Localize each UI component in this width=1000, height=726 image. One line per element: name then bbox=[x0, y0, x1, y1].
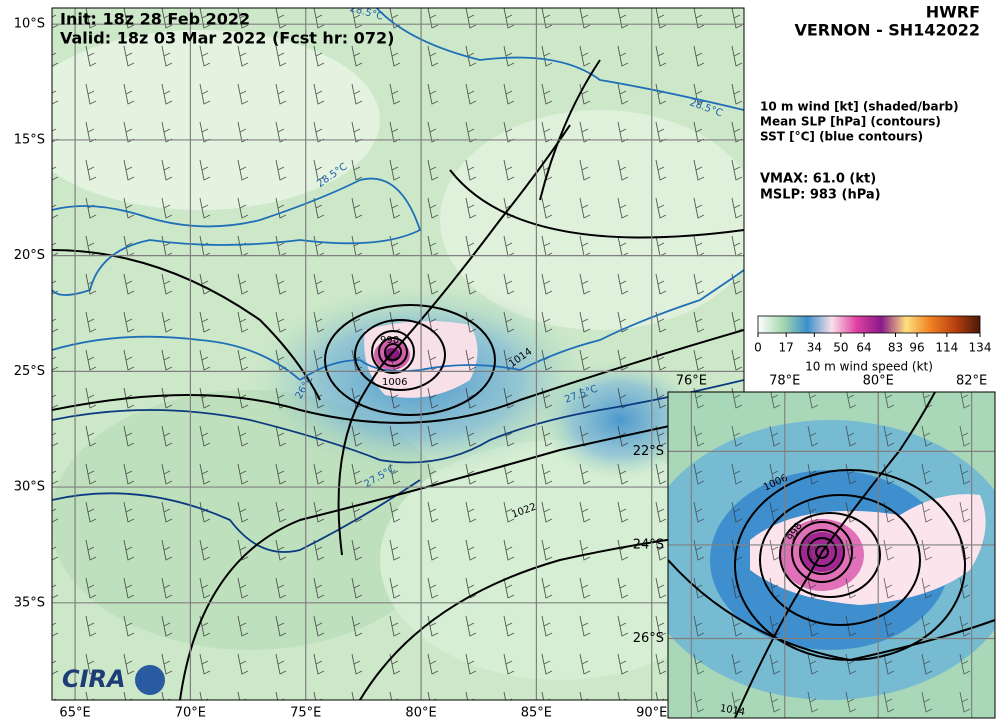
colorbar-tick-label: 50 bbox=[833, 341, 848, 355]
storm-name: VERNON - SH142022 bbox=[794, 21, 980, 40]
lon-tick-label: 78°E bbox=[769, 374, 800, 389]
legend-line: Mean SLP [hPa] (contours) bbox=[760, 115, 941, 129]
legend-line: 10 m wind [kt] (shaded/barb) bbox=[760, 100, 959, 114]
colorbar: 10 m wind speed (kt) 0 17 34 50 64 83 96 114 134 bbox=[754, 315, 992, 374]
colorbar-tick-label: 114 bbox=[935, 341, 958, 355]
main-frame bbox=[51, 7, 745, 701]
inset-map: 998 1006 1014 bbox=[667, 391, 996, 719]
valid-time: Valid: 18z 03 Mar 2022 (Fcst hr: 072) bbox=[60, 29, 394, 48]
vmax: VMAX: 61.0 (kt) bbox=[760, 172, 876, 187]
lat-tick-label: 25°S bbox=[14, 364, 45, 379]
logo-text: CIRA bbox=[62, 665, 126, 693]
lat-tick-label: 30°S bbox=[14, 480, 45, 495]
colorbar-label: 10 m wind speed (kt) bbox=[805, 360, 933, 374]
lat-tick-label: 20°S bbox=[14, 248, 45, 263]
lon-tick-label: 65°E bbox=[59, 706, 90, 721]
lon-tick-label: 76°E bbox=[676, 374, 707, 389]
lon-tick-label: 85°E bbox=[521, 706, 552, 721]
colorbar-tick-label: 83 bbox=[888, 341, 903, 355]
contour-label: 998 bbox=[380, 335, 399, 346]
lat-tick-label: 22°S bbox=[633, 444, 664, 459]
colorbar-tick-label: 0 bbox=[754, 341, 762, 355]
contour-label: 1014 bbox=[719, 703, 746, 718]
model-name: HWRF bbox=[926, 3, 980, 22]
colorbar-tick-label: 34 bbox=[807, 341, 822, 355]
main-map: 998 1006 1014 1022 1014 28.5°C 28.5°C 26… bbox=[52, 8, 744, 700]
mslp: MSLP: 983 (hPa) bbox=[760, 188, 881, 203]
lon-tick-label: 80°E bbox=[405, 706, 436, 721]
lat-tick-label: 35°S bbox=[14, 595, 45, 610]
lon-tick-label: 80°E bbox=[863, 374, 894, 389]
colorbar-tick-label: 96 bbox=[909, 341, 924, 355]
colorbar-tick-label: 64 bbox=[856, 341, 871, 355]
init-time: Init: 18z 28 Feb 2022 bbox=[60, 10, 250, 29]
inset-grid bbox=[668, 392, 995, 718]
contour-label: 1006 bbox=[382, 377, 407, 388]
colorbar-bar bbox=[757, 315, 981, 334]
logo: CIRA bbox=[62, 665, 165, 695]
lon-tick-label: 75°E bbox=[290, 706, 321, 721]
legend-line: SST [°C] (blue contours) bbox=[760, 130, 923, 144]
lat-tick-label: 24°S bbox=[633, 537, 664, 552]
lon-tick-label: 70°E bbox=[175, 706, 206, 721]
lon-tick-label: 90°E bbox=[636, 706, 667, 721]
lon-tick-label: 82°E bbox=[956, 374, 987, 389]
lat-tick-label: 15°S bbox=[14, 132, 45, 147]
colorbar-tick-label: 134 bbox=[969, 341, 992, 355]
lat-tick-label: 26°S bbox=[633, 631, 664, 646]
lat-tick-label: 10°S bbox=[14, 17, 45, 32]
colorbar-tick-label: 17 bbox=[779, 341, 794, 355]
main-grid bbox=[52, 8, 744, 700]
